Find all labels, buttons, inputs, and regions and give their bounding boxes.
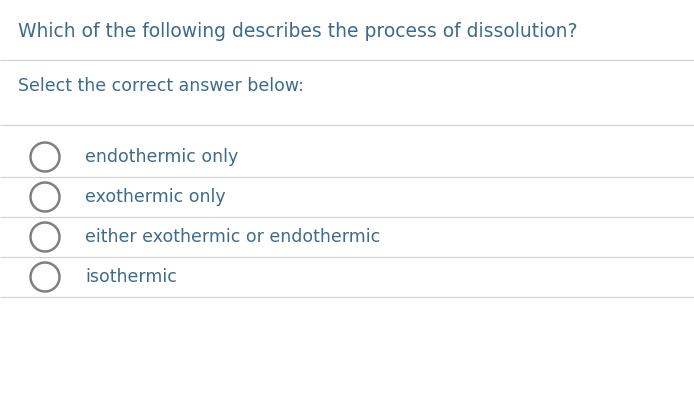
Text: Select the correct answer below:: Select the correct answer below: (18, 77, 304, 95)
Text: either exothermic or endothermic: either exothermic or endothermic (85, 228, 380, 246)
Text: Which of the following describes the process of dissolution?: Which of the following describes the pro… (18, 22, 577, 41)
Text: exothermic only: exothermic only (85, 188, 226, 206)
Text: endothermic only: endothermic only (85, 148, 238, 166)
Text: isothermic: isothermic (85, 268, 177, 286)
